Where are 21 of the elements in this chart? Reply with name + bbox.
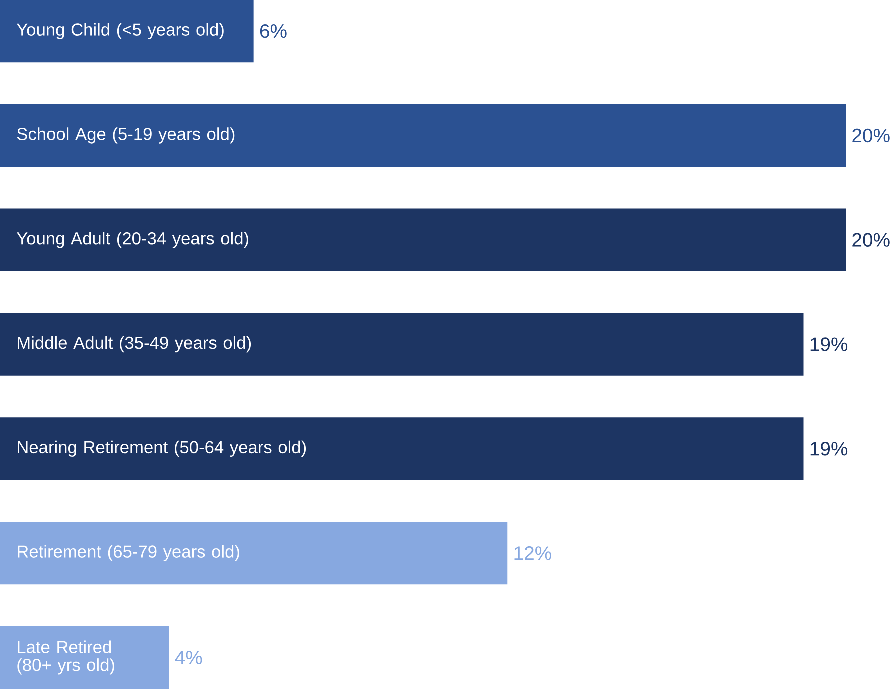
- data-label: 6%: [260, 24, 287, 38]
- y-tick-label: Nearing Retirement (50-64 years old): [18, 440, 306, 457]
- data-label: 12%: [514, 546, 552, 560]
- y-tick-label: Late Retired (80+ yrs old): [18, 640, 114, 675]
- data-label: 19%: [810, 338, 848, 352]
- bar: [0, 313, 804, 376]
- data-label: 19%: [810, 442, 848, 456]
- bar: [0, 522, 508, 585]
- bar: [0, 208, 846, 272]
- y-tick-label: Young Child (<5 years old): [17, 23, 224, 40]
- bar: [0, 104, 846, 168]
- y-tick-label: School Age (5-19 years old): [17, 128, 235, 144]
- bar: [0, 626, 170, 689]
- bar: [0, 0, 254, 63]
- y-tick-label: Young Adult (20-34 years old): [17, 232, 248, 248]
- data-label: 4%: [175, 650, 202, 664]
- bar: [0, 418, 804, 480]
- y-tick-label: Middle Adult (35-49 years old): [18, 336, 252, 353]
- data-label: 20%: [852, 233, 890, 247]
- y-tick-label: Retirement (65-79 years old): [18, 545, 240, 562]
- data-label: 20%: [852, 128, 890, 143]
